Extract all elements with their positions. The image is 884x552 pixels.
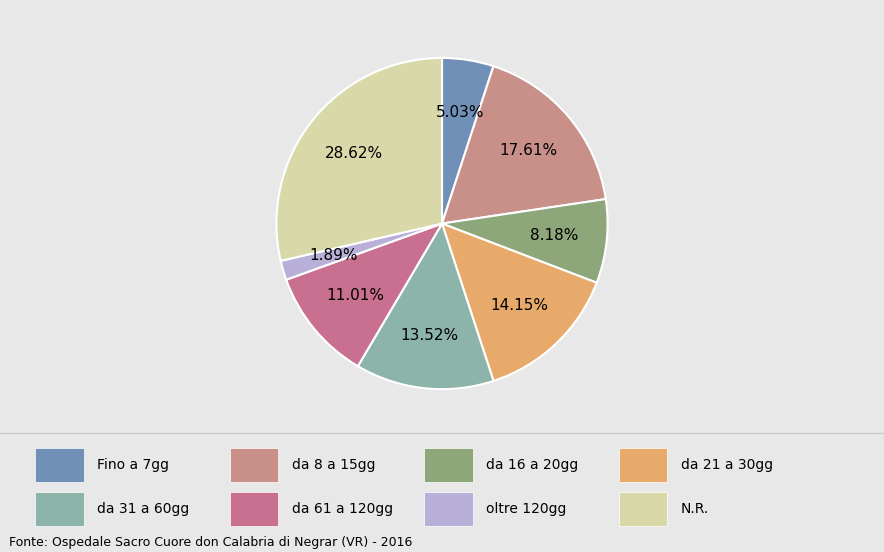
Wedge shape	[286, 224, 442, 366]
FancyBboxPatch shape	[230, 448, 278, 481]
Wedge shape	[358, 224, 493, 389]
Text: 13.52%: 13.52%	[400, 328, 459, 343]
Wedge shape	[442, 224, 597, 381]
Text: da 31 a 60gg: da 31 a 60gg	[97, 502, 189, 517]
FancyBboxPatch shape	[35, 492, 84, 527]
FancyBboxPatch shape	[619, 448, 667, 481]
FancyBboxPatch shape	[424, 492, 473, 527]
Wedge shape	[280, 224, 442, 280]
FancyBboxPatch shape	[230, 492, 278, 527]
Text: da 61 a 120gg: da 61 a 120gg	[292, 502, 392, 517]
Text: da 8 a 15gg: da 8 a 15gg	[292, 458, 375, 471]
Text: 1.89%: 1.89%	[309, 248, 358, 263]
Wedge shape	[442, 58, 493, 224]
Wedge shape	[277, 58, 442, 261]
Text: 8.18%: 8.18%	[530, 229, 578, 243]
Text: 11.01%: 11.01%	[326, 288, 385, 303]
Text: da 16 a 20gg: da 16 a 20gg	[486, 458, 578, 471]
FancyBboxPatch shape	[619, 492, 667, 527]
Text: 5.03%: 5.03%	[436, 105, 484, 120]
Text: N.R.: N.R.	[681, 502, 709, 517]
Text: da 21 a 30gg: da 21 a 30gg	[681, 458, 773, 471]
Text: Fonte: Ospedale Sacro Cuore don Calabria di Negrar (VR) - 2016: Fonte: Ospedale Sacro Cuore don Calabria…	[9, 536, 412, 549]
FancyBboxPatch shape	[424, 448, 473, 481]
FancyBboxPatch shape	[35, 448, 84, 481]
Wedge shape	[442, 66, 606, 224]
Wedge shape	[442, 199, 607, 283]
Text: 14.15%: 14.15%	[491, 298, 549, 312]
Text: 28.62%: 28.62%	[324, 146, 383, 161]
Text: Fino a 7gg: Fino a 7gg	[97, 458, 169, 471]
Text: 17.61%: 17.61%	[499, 144, 557, 158]
Text: oltre 120gg: oltre 120gg	[486, 502, 567, 517]
